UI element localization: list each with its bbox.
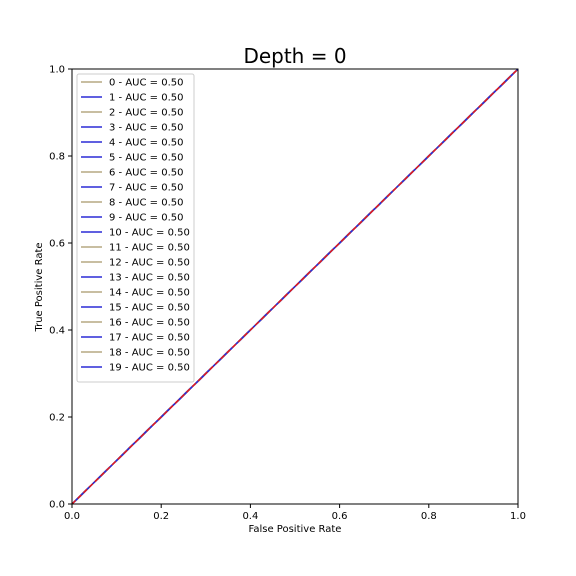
chart-title: Depth = 0 [243, 44, 346, 68]
legend-label: 6 - AUC = 0.50 [109, 168, 183, 179]
legend-label: 1 - AUC = 0.50 [109, 93, 183, 104]
legend-label: 18 - AUC = 0.50 [109, 348, 190, 359]
legend-label: 5 - AUC = 0.50 [109, 153, 183, 164]
x-tick-label: 0.4 [242, 511, 258, 522]
legend-label: 15 - AUC = 0.50 [109, 303, 190, 314]
plot-lines [71, 68, 519, 505]
legend-label: 10 - AUC = 0.50 [109, 228, 190, 239]
legend-label: 12 - AUC = 0.50 [109, 258, 190, 269]
x-axis-label: False Positive Rate [249, 524, 342, 535]
legend-label: 4 - AUC = 0.50 [109, 138, 183, 149]
x-tick-label: 1.0 [510, 511, 526, 522]
legend-label: 0 - AUC = 0.50 [109, 78, 183, 89]
legend-label: 14 - AUC = 0.50 [109, 288, 190, 299]
y-axis-label: True Positive Rate [34, 242, 45, 332]
x-tick-label: 0.0 [64, 511, 80, 522]
legend-label: 13 - AUC = 0.50 [109, 273, 190, 284]
legend-label: 7 - AUC = 0.50 [109, 183, 183, 194]
y-tick-label: 0.6 [49, 239, 65, 250]
series-line-19 [71, 68, 519, 505]
x-tick-label: 0.6 [332, 511, 348, 522]
x-tick-label: 0.8 [421, 511, 437, 522]
y-tick-label: 1.0 [49, 65, 65, 76]
y-tick-label: 0.0 [49, 500, 65, 511]
y-tick-label: 0.2 [49, 413, 65, 424]
y-axis-ticks: 0.0 0.2 0.4 0.6 0.8 1.0 [49, 65, 72, 511]
legend-label: 8 - AUC = 0.50 [109, 198, 183, 209]
legend-label: 17 - AUC = 0.50 [109, 333, 190, 344]
x-axis-ticks: 0.0 0.2 0.4 0.6 0.8 1.0 [64, 504, 526, 522]
y-tick-label: 0.4 [49, 326, 65, 337]
legend-label: 11 - AUC = 0.50 [109, 243, 190, 254]
legend-label: 3 - AUC = 0.50 [109, 123, 183, 134]
legend-label: 19 - AUC = 0.50 [109, 363, 190, 374]
legend-label: 16 - AUC = 0.50 [109, 318, 190, 329]
legend: 0 - AUC = 0.50 1 - AUC = 0.50 2 - AUC = 0.… [76, 73, 195, 383]
legend-box [76, 73, 195, 383]
legend-label: 2 - AUC = 0.50 [109, 108, 183, 119]
legend-label: 9 - AUC = 0.50 [109, 213, 183, 224]
y-tick-label: 0.8 [49, 152, 65, 163]
plot-frame [71, 68, 519, 505]
x-tick-label: 0.2 [153, 511, 169, 522]
